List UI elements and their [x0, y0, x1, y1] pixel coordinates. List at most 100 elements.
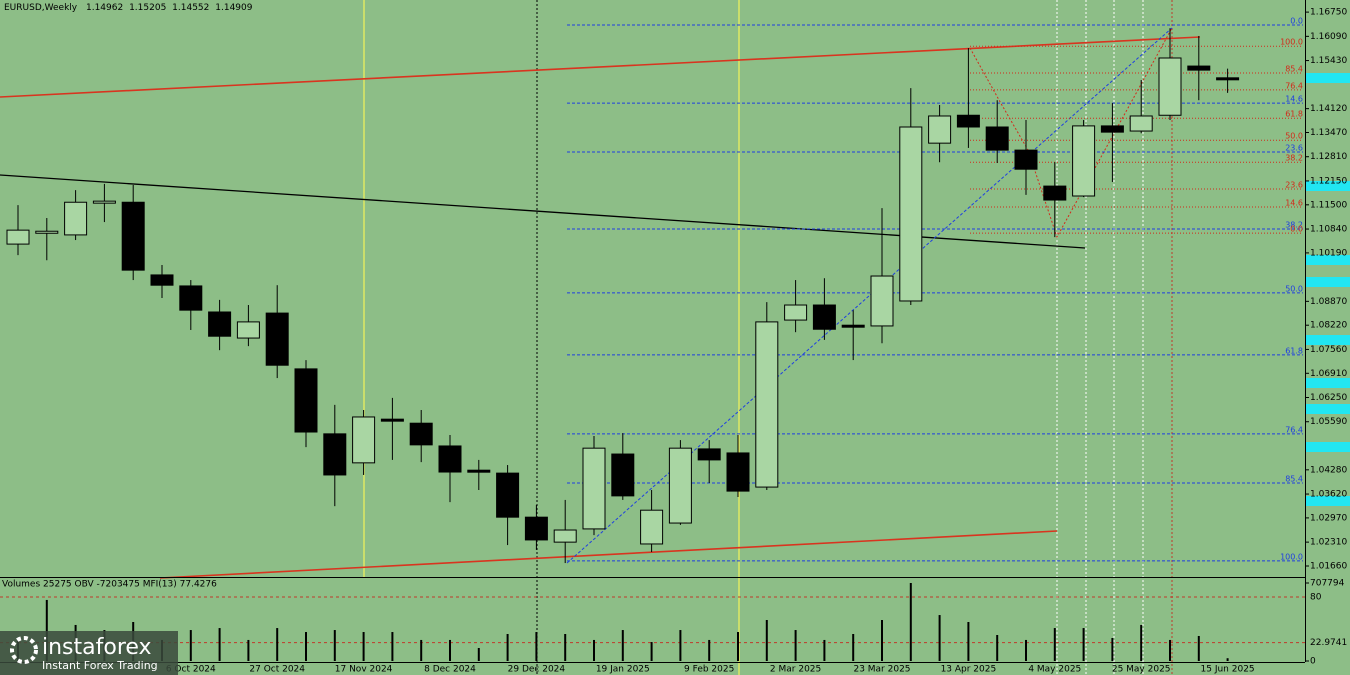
candle-body	[1158, 57, 1182, 116]
fib-label: 0.0	[1290, 225, 1303, 234]
candle-body	[956, 114, 980, 128]
fib-label: 38.2	[1285, 221, 1303, 230]
candle-body	[668, 447, 692, 524]
indicator-header: Volumes 25275 OBV -7203475 MFI(13) 77.42…	[2, 580, 217, 590]
y-tick-label: 1.16750	[1310, 8, 1347, 18]
x-tick-label: 8 Dec 2024	[424, 665, 476, 675]
candle-body	[294, 368, 318, 433]
candle-body	[1216, 77, 1240, 81]
candle-body	[265, 312, 289, 366]
x-tick-label: 19 Jan 2025	[596, 665, 650, 675]
y-tick-label: 1.10840	[1310, 225, 1347, 235]
y-tick-label: 1.06250	[1310, 393, 1347, 403]
x-tick-label: 17 Nov 2024	[335, 665, 393, 675]
fib-label: 61.8	[1285, 346, 1303, 355]
candle-body	[524, 516, 548, 541]
candle-body	[208, 311, 232, 337]
x-tick-label: 6 Oct 2024	[166, 665, 216, 675]
candle-body	[553, 529, 577, 543]
y-tick-label: 1.08870	[1310, 297, 1347, 307]
y-tick-label: 1.07560	[1310, 345, 1347, 355]
candle-body	[1043, 185, 1067, 201]
x-tick-label: 4 May 2025	[1028, 665, 1081, 675]
fib-label: 100.0	[1280, 552, 1303, 561]
mfi-tick-label: 22.9741	[1310, 638, 1347, 648]
candle-body	[380, 418, 404, 422]
candle-body	[64, 201, 88, 236]
fib-label: 0.0	[1290, 16, 1303, 25]
candle-body	[35, 230, 59, 234]
candle-body	[1129, 115, 1153, 132]
y-tick-label: 1.08220	[1310, 321, 1347, 331]
candle-body	[1100, 125, 1124, 133]
y-tick-label: 1.05590	[1310, 417, 1347, 427]
y-tick-label: 1.04280	[1310, 465, 1347, 475]
candle-body	[496, 472, 520, 518]
candle-body	[611, 453, 635, 497]
y-tick-label: 707794	[1310, 579, 1345, 589]
candle-body	[1072, 125, 1096, 197]
candle-body	[438, 445, 462, 473]
y-tick-label: 1.16090	[1310, 32, 1347, 42]
x-tick-label: 13 Apr 2025	[941, 665, 997, 675]
candle-body	[928, 115, 952, 144]
candle-body	[236, 321, 260, 339]
fib-label: 76.4	[1285, 81, 1303, 90]
candle-body	[697, 448, 721, 461]
candle-body	[6, 229, 30, 245]
candle-body	[92, 200, 116, 204]
fib-label: 61.8	[1285, 110, 1303, 119]
fib-label: 50.0	[1285, 284, 1303, 293]
y-tick-label: 1.01660	[1310, 561, 1347, 571]
candle-body	[812, 304, 836, 330]
fib-label: 14.6	[1285, 95, 1303, 104]
y-tick-label: 1.06910	[1310, 369, 1347, 379]
candle-body	[841, 324, 865, 328]
x-tick-label: 29 Dec 2024	[508, 665, 566, 675]
price-highlights	[1306, 73, 1350, 506]
logo-tagline: Instant Forex Trading	[42, 659, 158, 672]
candle-body	[121, 201, 145, 271]
x-tick-label: 27 Oct 2024	[249, 665, 305, 675]
candle-body	[150, 274, 174, 286]
candle-body	[179, 285, 203, 311]
x-tick-label: 15 Jun 2025	[1201, 665, 1255, 675]
fib-label: 85.4	[1285, 475, 1303, 484]
x-tick-label: 9 Feb 2025	[684, 665, 734, 675]
fib-label: 38.2	[1285, 154, 1303, 163]
y-tick-label: 1.02970	[1310, 513, 1347, 523]
candle-body	[467, 469, 491, 473]
candle-body	[784, 304, 808, 321]
fib-label: 100.0	[1280, 38, 1303, 47]
candle-body	[985, 126, 1009, 151]
y-tick-label: 1.12810	[1310, 152, 1347, 162]
x-tick-label: 2 Mar 2025	[770, 665, 821, 675]
y-tick-label: 1.11500	[1310, 200, 1347, 210]
fib-label: 50.0	[1285, 132, 1303, 141]
fib-label: 23.6	[1285, 181, 1303, 190]
y-tick-label: 1.12150	[1310, 176, 1347, 186]
candle-body	[755, 321, 779, 488]
logo-name: instaforex	[42, 635, 152, 660]
candle-body	[1187, 65, 1211, 71]
trend-line	[159, 530, 1058, 579]
candle-body	[870, 275, 894, 327]
fib-label: 23.6	[1285, 143, 1303, 152]
y-tick-label: 1.13470	[1310, 128, 1347, 138]
candle-body	[323, 433, 347, 476]
candle-body	[1014, 149, 1038, 170]
trend-line	[0, 36, 1201, 98]
logo: instaforex Instant Forex Trading	[0, 631, 178, 675]
candle-body	[352, 416, 376, 464]
x-tick-label: 23 Mar 2025	[853, 665, 910, 675]
candle-body	[409, 422, 433, 446]
fib-label: 76.4	[1285, 425, 1303, 434]
mfi-tick-label: 80	[1310, 593, 1322, 603]
candle-body	[899, 126, 923, 302]
y-tick-label: 1.02310	[1310, 538, 1347, 548]
candle-body	[726, 452, 750, 492]
y-tick-label: 1.15430	[1310, 56, 1347, 66]
chart-header: EURUSD,Weekly 1.14962 1.15205 1.14552 1.…	[4, 3, 253, 13]
fib-label: 85.4	[1285, 65, 1303, 74]
